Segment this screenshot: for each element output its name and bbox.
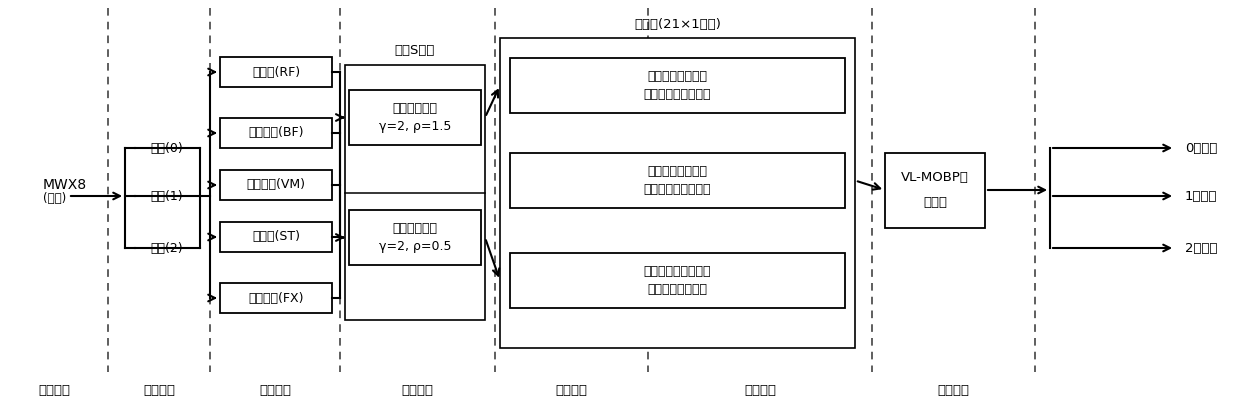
Text: 时频分析: 时频分析 bbox=[401, 384, 434, 396]
Bar bbox=[221, 222, 332, 252]
Text: 频域累计特性曲线: 频域累计特性曲线 bbox=[648, 165, 707, 178]
Text: 广义S变换: 广义S变换 bbox=[395, 45, 435, 58]
Bar bbox=[221, 283, 332, 313]
Text: 一个取值的绝对值: 一个取值的绝对值 bbox=[648, 283, 707, 296]
Text: (测量): (测量) bbox=[43, 192, 66, 205]
Text: 结果分类: 结果分类 bbox=[938, 384, 969, 396]
Text: 测试肌肉: 测试肌肉 bbox=[259, 384, 291, 396]
Bar bbox=[349, 90, 481, 145]
Bar bbox=[501, 38, 855, 348]
Text: 不同动作: 不同动作 bbox=[142, 384, 175, 396]
Text: 站立(1): 站立(1) bbox=[151, 190, 183, 202]
Text: 2：静坐: 2：静坐 bbox=[1184, 241, 1218, 254]
Text: 1：站立: 1：站立 bbox=[1184, 190, 1218, 202]
Text: 特征值(21×1矩阵): 特征值(21×1矩阵) bbox=[634, 17, 721, 30]
Bar bbox=[221, 57, 332, 87]
Text: 半腱肌(ST): 半腱肌(ST) bbox=[252, 230, 300, 243]
Text: 时间分辨率高: 时间分辨率高 bbox=[393, 102, 437, 115]
Text: 0：行走: 0：行走 bbox=[1184, 141, 1218, 154]
Bar bbox=[221, 170, 332, 200]
Bar bbox=[510, 253, 845, 308]
Bar bbox=[344, 65, 484, 320]
Text: 行走(0): 行走(0) bbox=[151, 141, 183, 154]
Text: 时域累计特性曲线: 时域累计特性曲线 bbox=[648, 70, 707, 83]
Text: 静坐(2): 静坐(2) bbox=[151, 241, 183, 254]
Text: 幅值的均值和标准差: 幅值的均值和标准差 bbox=[644, 88, 711, 101]
Text: 特征提取: 特征提取 bbox=[555, 384, 587, 396]
Bar bbox=[510, 153, 845, 208]
Text: 股直肌(RF): 股直肌(RF) bbox=[252, 66, 300, 79]
Text: 膝盖弯曲度曲线的第: 膝盖弯曲度曲线的第 bbox=[644, 265, 711, 278]
Bar bbox=[885, 153, 985, 228]
Text: 频率分辨率高: 频率分辨率高 bbox=[393, 222, 437, 235]
Bar bbox=[510, 58, 845, 113]
Text: 膝盖弯曲(FX): 膝盖弯曲(FX) bbox=[248, 292, 304, 305]
Text: 仪器测量: 仪器测量 bbox=[38, 384, 69, 396]
Text: 股二头肌(BF): 股二头肌(BF) bbox=[248, 126, 304, 139]
Text: γ=2, ρ=0.5: γ=2, ρ=0.5 bbox=[379, 240, 451, 253]
Bar bbox=[221, 118, 332, 148]
Bar bbox=[349, 210, 481, 265]
Text: 网络识别: 网络识别 bbox=[743, 384, 776, 396]
Text: 股内侧肌(VM): 股内侧肌(VM) bbox=[247, 179, 306, 192]
Text: 经网络: 经网络 bbox=[923, 196, 947, 209]
Text: γ=2, ρ=1.5: γ=2, ρ=1.5 bbox=[379, 120, 451, 133]
Text: VL-MOBP神: VL-MOBP神 bbox=[901, 171, 969, 184]
Text: MWX8: MWX8 bbox=[43, 178, 87, 192]
Text: 幅值的均值和标准差: 幅值的均值和标准差 bbox=[644, 183, 711, 196]
